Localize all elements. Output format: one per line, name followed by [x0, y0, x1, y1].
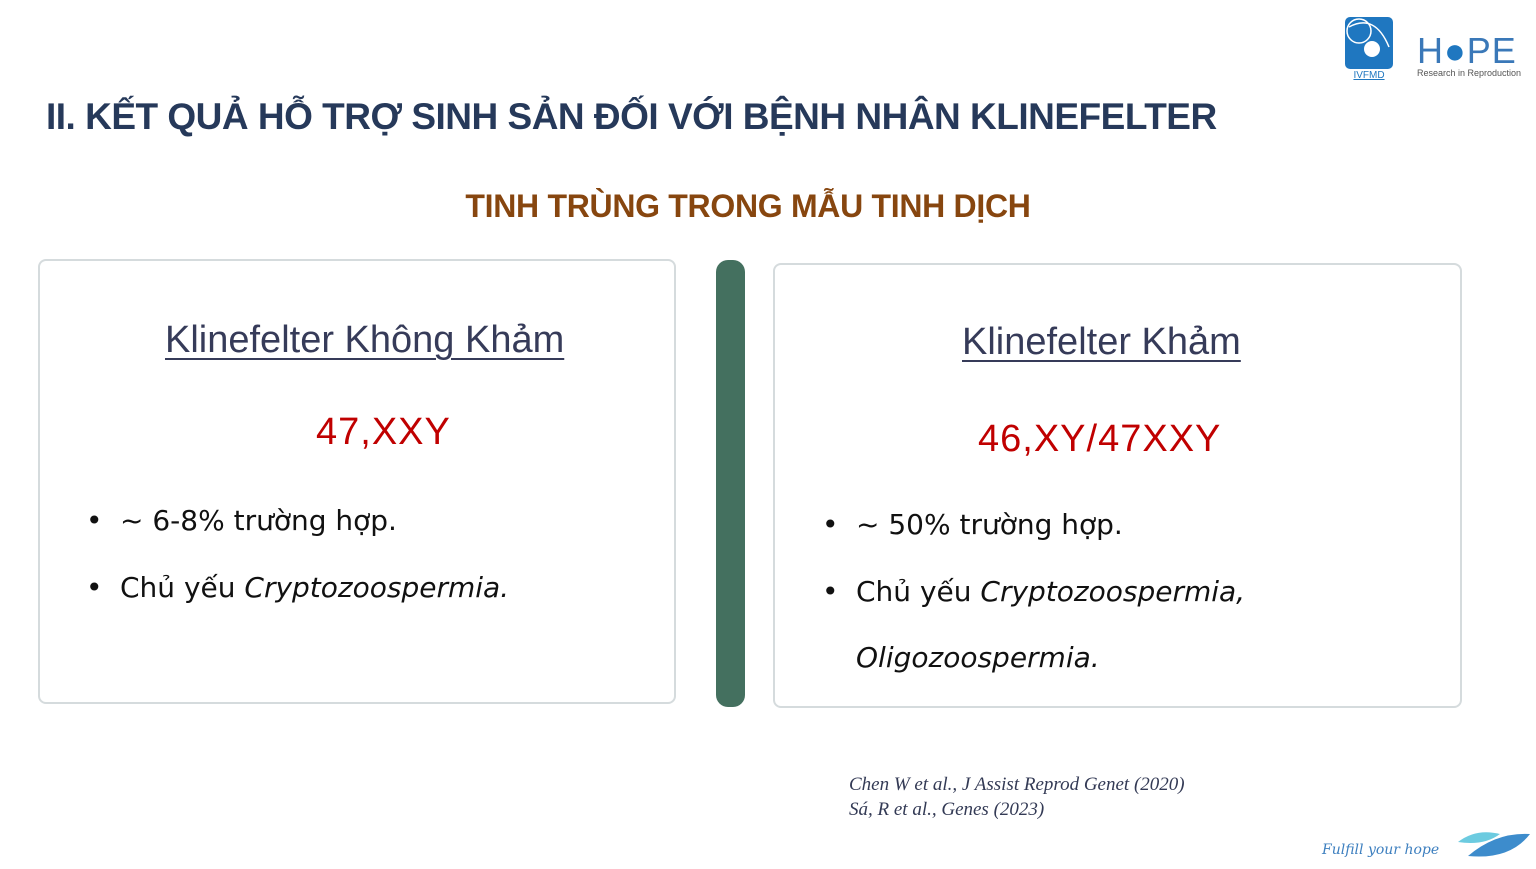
reference: Sá, R et al., Genes (2023) — [849, 799, 1045, 820]
svg-text:IVFMD: IVFMD — [1353, 70, 1384, 80]
bullet-continuation: Oligozoospermia. — [856, 641, 1100, 674]
leaf-logo-icon — [1456, 828, 1536, 869]
card-mosaic: Klinefelter Khảm 46,XY/47XXY • ~ 50% trườ… — [773, 263, 1462, 708]
card-non-mosaic: Klinefelter Không Khảm 47,XXY • ~ 6-8% tr… — [38, 259, 676, 704]
divider-bar — [716, 260, 745, 707]
slide-subtitle: TINH TRÙNG TRONG MẪU TINH DỊCH — [465, 188, 1031, 224]
footer-tagline: Fulfill your hope — [1322, 842, 1440, 858]
reference: Chen W et al., J Assist Reprod Genet (20… — [849, 774, 1185, 795]
karyotype: 46,XY/47XXY — [978, 418, 1222, 460]
bullet-item: • Chủ yếu Cryptozoospermia. — [86, 571, 510, 604]
references: Chen W et al., J Assist Reprod Genet (20… — [849, 772, 1185, 822]
bullet-item: • Chủ yếu Cryptozoospermia, — [822, 575, 1246, 608]
card-heading: Klinefelter Không Khảm — [165, 319, 565, 361]
ivfmd-logo: IVFMD — [1345, 17, 1393, 81]
bullet-item: • ~ 6-8% trường hợp. — [86, 504, 397, 537]
hope-logo: H●PE Research in Reproduction — [1417, 30, 1522, 79]
bullet-item: • ~ 50% trường hợp. — [822, 508, 1123, 541]
card-heading: Klinefelter Khảm — [962, 321, 1241, 363]
slide-title: II. KẾT QUẢ HỖ TRỢ SINH SẢN ĐỐI VỚI BỆNH… — [46, 96, 1217, 137]
karyotype: 47,XXY — [316, 411, 451, 453]
